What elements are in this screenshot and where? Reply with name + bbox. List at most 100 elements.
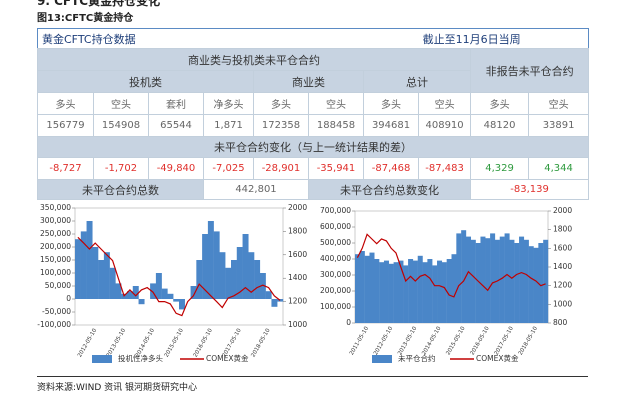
y-tick-label: -100,000 (37, 320, 71, 329)
change-cell: -87,483 (418, 157, 472, 180)
column-label: 多头 (253, 92, 309, 115)
bar (138, 299, 145, 305)
bar (127, 291, 133, 299)
bar (412, 260, 418, 323)
gold-line (356, 233, 546, 298)
change-cell: -49,840 (148, 157, 204, 180)
bar (538, 243, 544, 323)
bar (179, 299, 185, 310)
bar (519, 236, 525, 323)
bar (465, 236, 471, 323)
bar (417, 255, 423, 323)
position-table: 黄金CFTC持仓数据 截止至11月6日当周 商业类与投机类未平仓合约 非报告未平仓合… (36, 28, 590, 200)
bar (80, 231, 87, 299)
value-cell: 33891 (528, 114, 590, 137)
value-cell: 156779 (37, 114, 94, 137)
table-part: 黄金CFTC持仓数据 截止至11月6日当周 (38, 29, 589, 49)
bar (393, 262, 399, 323)
y-tick-label: 500,000 (320, 238, 351, 247)
column-label: 空头 (93, 92, 149, 115)
bar (103, 252, 110, 299)
bar (379, 262, 385, 323)
x-tick-label: 2012-05-10 (77, 327, 98, 358)
total-change-label: 未平仓合约总数变化 (307, 179, 472, 200)
y2-tick-label: 1600 (288, 250, 307, 259)
y-tick-label: 700,000 (320, 206, 351, 215)
y-tick-label: 300,000 (40, 216, 71, 225)
x-tick-label: 2018-05-10 (250, 327, 271, 358)
bar (92, 247, 99, 299)
bar (359, 251, 365, 323)
x-tick-label: 2018-05-10 (518, 325, 539, 356)
total-value: 442,801 (203, 179, 309, 200)
bar (155, 273, 162, 299)
column-row: 多头 空头 套利 净多头 多头 空头 多头 空头 多头 空头 (37, 92, 590, 115)
bar (236, 247, 243, 299)
footer: 资料来源:WIND 资讯 银河期货研究中心 (37, 376, 588, 393)
y-tick-label: 200,000 (320, 286, 351, 295)
y2-tick-label: 2000 (288, 203, 307, 212)
bar (265, 291, 272, 299)
column-label: 多头 (362, 92, 420, 115)
change-cell: -8,727 (37, 157, 94, 180)
total-change-value: -83,139 (470, 179, 590, 200)
column-label: 净多头 (203, 92, 254, 115)
bar (196, 260, 203, 299)
bar (364, 255, 370, 323)
value-cell: 408910 (418, 114, 472, 137)
change-header: 未平仓合约变化（与上一统计结果的差） (36, 136, 590, 158)
y-tick-label: 600,000 (320, 222, 351, 231)
bar (432, 265, 438, 323)
total-label: 未平仓合约总数 (37, 179, 204, 200)
bar (259, 273, 266, 299)
value-cell: 188458 (308, 114, 364, 137)
change-cell: -7,025 (203, 157, 254, 180)
y2-tick-label: 1000 (553, 299, 572, 308)
bar (161, 288, 168, 299)
bar (86, 221, 93, 299)
bar (248, 252, 255, 299)
bar (150, 283, 157, 299)
bar (523, 239, 529, 323)
y2-tick-label: 1800 (288, 226, 307, 235)
figure-caption: 图13:CFTC黄金持仓 (37, 13, 134, 24)
bar (271, 299, 278, 307)
change-cell: 4,329 (470, 157, 530, 180)
bar (490, 233, 496, 323)
x-tick-label: 2013-05-10 (397, 325, 418, 356)
bar (446, 259, 452, 323)
y2-tick-label: 2000 (553, 206, 572, 215)
y2-tick-label: 1200 (553, 281, 572, 290)
column-label: 多头 (37, 92, 94, 115)
subgroup: 商业类 (253, 70, 364, 93)
y-tick-label: 400,000 (320, 254, 351, 263)
bar (109, 267, 116, 299)
bar (75, 239, 81, 299)
bar (132, 286, 139, 299)
y2-tick-label: 800 (553, 318, 568, 327)
x-tick-label: 2015-05-10 (445, 325, 466, 356)
change-cell: -1,702 (93, 157, 149, 180)
y2-tick-label: 1400 (553, 262, 572, 271)
column-label: 套利 (148, 92, 204, 115)
value-cell: 394681 (362, 114, 420, 137)
bar (202, 234, 209, 299)
y2-tick-label: 1200 (288, 297, 307, 306)
bar (499, 236, 505, 323)
column-label: 空头 (308, 92, 364, 115)
value-cell: 65544 (148, 114, 204, 137)
legend-label: COMEX黄金 (476, 353, 519, 363)
table-part: 投机类 商业类 总计 (37, 70, 589, 93)
y-tick-label: 150,000 (40, 255, 71, 264)
value-cell: 154908 (93, 114, 149, 137)
bar (427, 259, 433, 323)
charts: -100,000 -50,000 0 50,000 100,000 150,000 200,… (37, 203, 572, 363)
bar (277, 299, 284, 302)
value-cell: 172358 (253, 114, 309, 137)
bar (533, 247, 539, 323)
table-part: 未平仓合约总数 442,801 未平仓合约总数变化 -83,139 (37, 179, 590, 200)
bar (422, 262, 428, 323)
subgroup: 投机类 (37, 70, 254, 93)
group-header: 商业类与投机类未平仓合约 (36, 48, 472, 71)
y-tick-label: 50,000 (45, 281, 71, 290)
